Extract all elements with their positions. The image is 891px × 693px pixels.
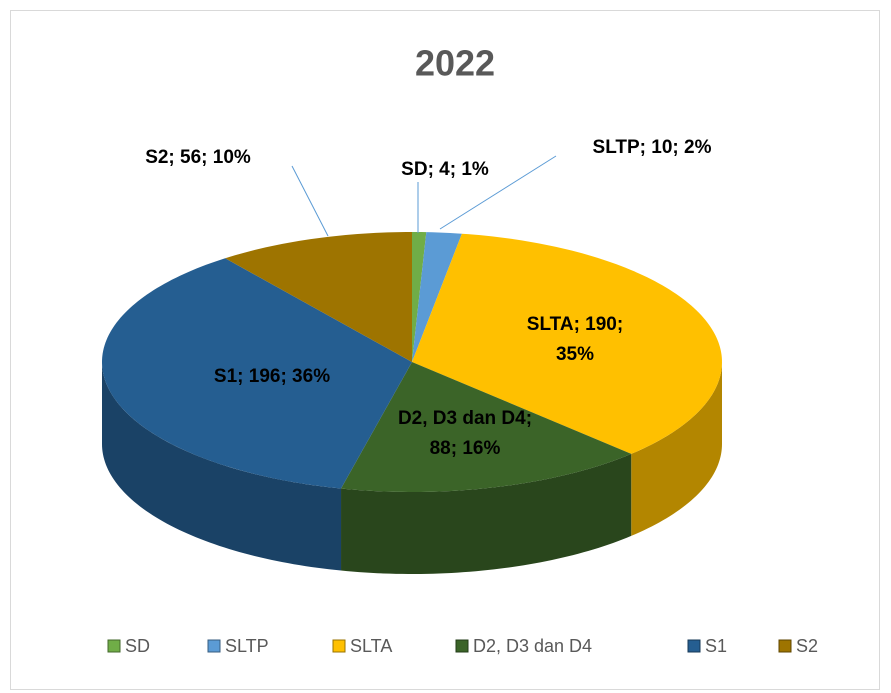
legend-swatch [778, 639, 792, 653]
slice-side [102, 362, 342, 571]
legend-label: SLTA [350, 636, 392, 656]
legend-label: SD [125, 636, 150, 656]
legend-label: D2, D3 dan D4 [473, 636, 592, 656]
legend-swatch [207, 639, 221, 653]
legend-swatch [107, 639, 121, 653]
leader-line [291, 165, 329, 237]
data-label: D2, D3 dan D4; 88; 16% [397, 408, 533, 459]
data-label: SD; 4; 1% [401, 159, 489, 180]
legend-swatch [332, 639, 346, 653]
slice-side [631, 362, 722, 536]
slice [225, 232, 412, 362]
slice [412, 232, 462, 362]
slice [412, 232, 427, 362]
data-label: SLTP; 10; 2% [592, 137, 712, 158]
slice [341, 362, 632, 492]
leader-line [439, 155, 557, 230]
slice [102, 258, 413, 489]
data-label: S1; 196; 36% [213, 366, 331, 387]
slice [412, 233, 722, 454]
legend-label: S1 [705, 636, 727, 656]
slice-side [341, 453, 632, 574]
legend-swatch [455, 639, 469, 653]
legend-swatch [687, 639, 701, 653]
data-label: S2; 56; 10% [145, 147, 251, 168]
data-label: SLTA; 190; 35% [526, 314, 624, 365]
legend-label: S2 [796, 636, 818, 656]
chart-title: 2022 [415, 43, 495, 84]
legend-label: SLTP [225, 636, 269, 656]
